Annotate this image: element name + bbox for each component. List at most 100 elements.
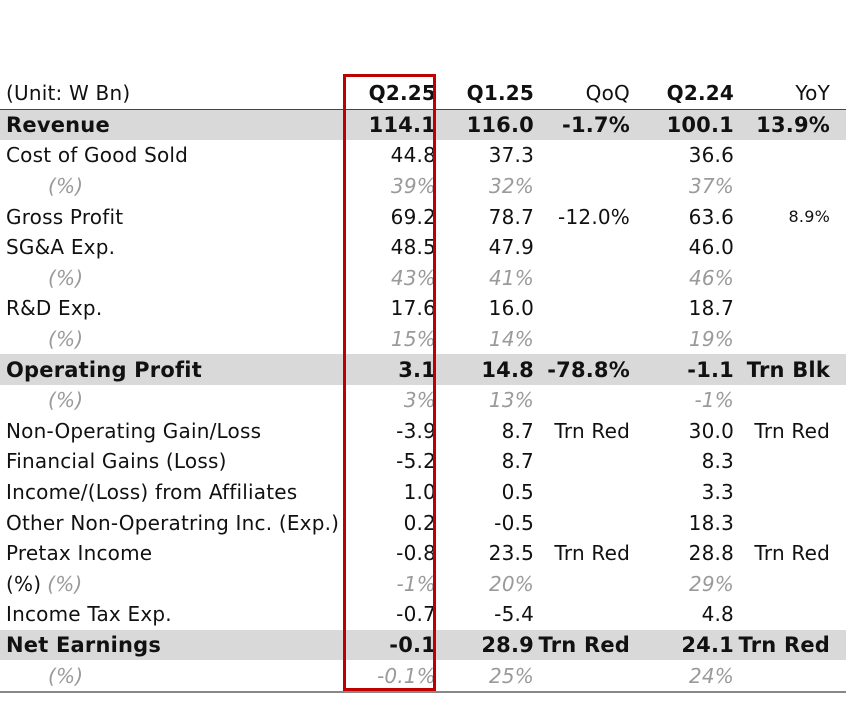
- row-label: Pretax Income: [6, 541, 153, 566]
- value-q125: 8.7: [501, 418, 534, 443]
- unit-label: (Unit: W Bn): [6, 81, 131, 106]
- table-row: Income Tax Exp. -0.7 -5.4 4.8: [0, 599, 846, 630]
- value-q224: 37%: [688, 174, 734, 199]
- value-q224: 46.0: [688, 235, 734, 260]
- table-row: Net Earnings -0.1 28.9 Trn Red 24.1 Trn …: [0, 629, 846, 661]
- col-header-qoq: QoQ: [585, 81, 630, 106]
- table-row: R&D Exp. 17.6 16.0 18.7: [0, 293, 846, 324]
- table-row: Income/(Loss) from Affiliates 1.0 0.5 3.…: [0, 477, 846, 508]
- value-q125: 37.3: [488, 143, 534, 168]
- value-q225: 17.6: [390, 296, 436, 321]
- value-yoy: Trn Red: [754, 418, 830, 443]
- value-q225: -0.8: [396, 541, 436, 566]
- row-label: (%): [48, 174, 84, 199]
- value-yoy: Trn Red: [738, 632, 830, 657]
- value-q225: -1%: [396, 571, 436, 596]
- value-q225: 1.0: [403, 480, 436, 505]
- value-q224: 8.3: [701, 449, 734, 474]
- value-q224: 4.8: [701, 602, 734, 627]
- value-q125: 32%: [488, 174, 534, 199]
- col-header-q224: Q2.24: [666, 81, 734, 106]
- value-q125: 0.5: [501, 480, 534, 505]
- value-q224: 19%: [688, 327, 734, 352]
- value-q224: -1.1: [687, 357, 734, 382]
- table-row: Non-Operating Gain/Loss -3.9 8.7 Trn Red…: [0, 416, 846, 447]
- value-q125: 14%: [488, 327, 534, 352]
- table-row: Revenue 114.1 116.0 -1.7% 100.1 13.9%: [0, 108, 846, 141]
- value-q225: 69.2: [390, 204, 436, 229]
- row-label: Operating Profit: [6, 357, 202, 382]
- value-q224: -1%: [694, 388, 734, 413]
- value-q225: -3.9: [396, 418, 436, 443]
- value-qoq: Trn Red: [538, 632, 630, 657]
- row-label: R&D Exp.: [6, 296, 103, 321]
- value-q125: 116.0: [466, 112, 534, 137]
- col-header-q225: Q2.25: [368, 81, 436, 106]
- row-label-prefix: (%): [6, 571, 42, 596]
- value-q224: 29%: [688, 571, 734, 596]
- row-label: SG&A Exp.: [6, 235, 116, 260]
- table-row: Pretax Income -0.8 23.5 Trn Red 28.8 Trn…: [0, 538, 846, 569]
- value-q225: -0.1: [389, 632, 436, 657]
- q225-highlight-box: [343, 74, 436, 691]
- value-q225: 114.1: [368, 112, 436, 137]
- value-q125: -0.5: [494, 510, 534, 535]
- row-label: Non-Operating Gain/Loss: [6, 418, 262, 443]
- value-yoy: 13.9%: [756, 112, 830, 137]
- value-q225: 3%: [403, 388, 436, 413]
- value-q125: 16.0: [488, 296, 534, 321]
- col-header-q125: Q1.25: [466, 81, 534, 106]
- value-yoy: 8.9%: [788, 207, 830, 227]
- value-q225: 39%: [390, 174, 436, 199]
- value-q225: 43%: [390, 265, 436, 290]
- value-q225: 44.8: [390, 143, 436, 168]
- table-row: (%) -0.1% 25% 24%: [0, 660, 846, 691]
- value-q125: 20%: [488, 571, 534, 596]
- row-label: Gross Profit: [6, 204, 124, 229]
- row-label: Income Tax Exp.: [6, 602, 172, 627]
- table-row: (%) 3% 13% -1%: [0, 385, 846, 416]
- value-q224: 28.8: [688, 541, 734, 566]
- row-label: Other Non-Operatring Inc. (Exp.): [6, 510, 340, 535]
- value-q125: 78.7: [488, 204, 534, 229]
- value-q125: 25%: [488, 663, 534, 688]
- value-q224: 46%: [688, 265, 734, 290]
- value-q225: 0.2: [403, 510, 436, 535]
- value-q224: 30.0: [688, 418, 734, 443]
- value-q224: 36.6: [688, 143, 734, 168]
- value-q225: -0.1%: [376, 663, 436, 688]
- table-row: (%) 43% 41% 46%: [0, 263, 846, 294]
- table-row: Operating Profit 3.1 14.8 -78.8% -1.1 Tr…: [0, 354, 846, 385]
- table-row: SG&A Exp. 48.5 47.9 46.0: [0, 232, 846, 263]
- table-row: Other Non-Operatring Inc. (Exp.) 0.2 -0.…: [0, 507, 846, 538]
- col-header-yoy: YoY: [795, 81, 830, 106]
- table-row: (%) (%) -1% 20% 29%: [0, 569, 846, 600]
- value-q225: 3.1: [398, 357, 436, 382]
- row-label: (%): [47, 571, 83, 596]
- value-q224: 100.1: [666, 112, 734, 137]
- value-qoq: -12.0%: [558, 204, 630, 229]
- value-q125: 13%: [488, 388, 534, 413]
- value-q224: 24.1: [681, 632, 734, 657]
- value-qoq: Trn Red: [554, 541, 630, 566]
- value-yoy: Trn Red: [754, 541, 830, 566]
- row-label-group: (%) (%): [6, 569, 82, 600]
- value-q225: -0.7: [396, 602, 436, 627]
- value-q125: -5.4: [494, 602, 534, 627]
- value-q125: 14.8: [481, 357, 534, 382]
- table-bottom-rule: [0, 691, 846, 693]
- value-yoy: Trn Blk: [746, 357, 830, 382]
- income-statement-table: (Unit: W Bn) Q2.25 Q1.25 QoQ Q2.24 YoY R…: [0, 78, 846, 691]
- table-row: Gross Profit 69.2 78.7 -12.0% 63.6 8.9%: [0, 201, 846, 232]
- table-row: Cost of Good Sold 44.8 37.3 36.6: [0, 140, 846, 171]
- row-label: (%): [48, 265, 84, 290]
- row-label: (%): [48, 388, 84, 413]
- table-row: (%) 39% 32% 37%: [0, 171, 846, 202]
- value-qoq: -1.7%: [562, 112, 630, 137]
- value-q225: 48.5: [390, 235, 436, 260]
- value-q225: -5.2: [396, 449, 436, 474]
- table-row: (%) 15% 14% 19%: [0, 324, 846, 355]
- row-label: Financial Gains (Loss): [6, 449, 227, 474]
- value-q125: 47.9: [488, 235, 534, 260]
- table-row: Financial Gains (Loss) -5.2 8.7 8.3: [0, 446, 846, 477]
